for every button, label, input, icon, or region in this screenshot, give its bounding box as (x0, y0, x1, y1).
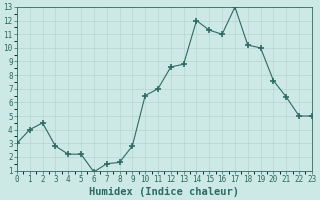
X-axis label: Humidex (Indice chaleur): Humidex (Indice chaleur) (89, 186, 239, 197)
